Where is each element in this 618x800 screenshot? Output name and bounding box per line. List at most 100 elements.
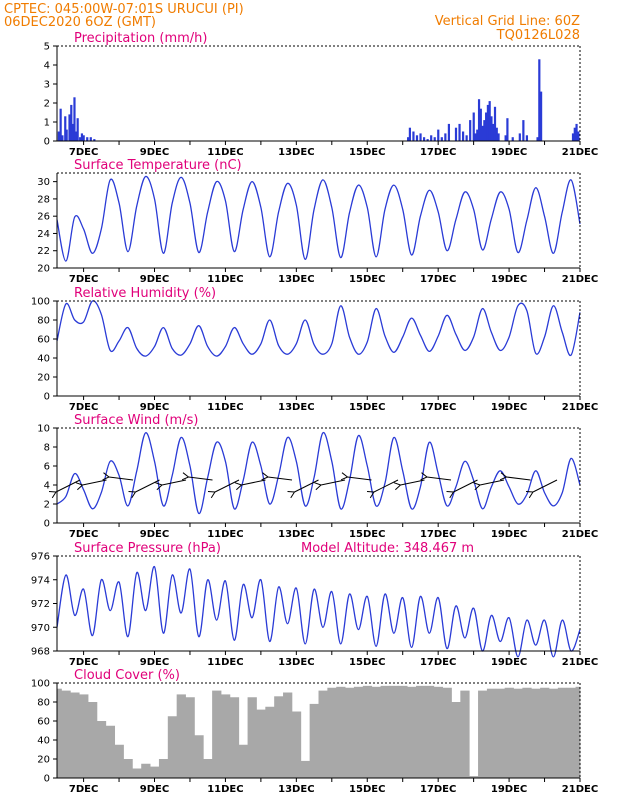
precipitation-panel: 0 1 2 3 4 5 7DEC 9DEC 11DEC 13DEC 15DEC 17DEC 19DEC 2… (44, 31, 599, 158)
wind-arrow (135, 479, 160, 493)
precip-bar (575, 123, 578, 141)
cloud-bar (158, 759, 169, 778)
wind-arrow (426, 476, 452, 481)
precip-bar (539, 91, 543, 141)
precip-bar (476, 129, 479, 141)
y-tick-label: 28 (37, 194, 50, 205)
x-tick-label: 9DEC (140, 274, 169, 285)
cloud-bar (150, 766, 160, 778)
cloud-bar (132, 768, 142, 778)
cloud-bar (540, 687, 550, 778)
cloud-bar (229, 697, 240, 778)
precip-bar (504, 135, 507, 141)
wind-arrow (373, 479, 399, 493)
cloud-bar (424, 685, 435, 778)
cloud-bar (389, 685, 399, 778)
x-tick-label: 19DEC (491, 529, 527, 540)
wind-arrow (161, 479, 187, 486)
cloud-bar (495, 688, 506, 778)
surface-wind-panel: 0 2 4 6 8 10 7DEC 9DEC 11DEC 13DEC 15DEC 17DEC 19DEC… (37, 413, 598, 540)
precip-bar (492, 123, 495, 141)
y-tick-label: 40 (37, 736, 50, 747)
wind-arrow (82, 479, 107, 486)
header-station: CPTEC: 045:00W-07:01S URUCUI (PI) (4, 2, 244, 17)
precip-bar (80, 133, 84, 141)
wind-arrow (347, 476, 372, 481)
wind-arrow-head (181, 472, 189, 481)
x-tick-label: 15DEC (349, 529, 385, 540)
precip-bar (407, 137, 410, 141)
precip-bar (440, 137, 443, 141)
x-tick-label: 21DEC (562, 784, 598, 795)
x-tick-label: 17DEC (420, 529, 456, 540)
precip-bar (408, 127, 412, 141)
surface-temperature-line (56, 175, 581, 262)
y-tick-label: 40 (37, 354, 50, 365)
x-tick-label: 21DEC (562, 147, 598, 158)
y-tick-label: 20 (37, 264, 50, 275)
cloud-bar (105, 725, 116, 778)
cloud-bar (176, 694, 186, 778)
precip-bar (461, 131, 465, 141)
y-tick-label: 5 (44, 42, 50, 53)
precip-bar (412, 131, 415, 141)
cloud-bar (141, 763, 151, 778)
wind-arrow (188, 476, 213, 481)
wind-arrow-head (75, 482, 83, 491)
x-tick-label: 13DEC (278, 529, 314, 540)
wind-arrow-head (314, 482, 322, 491)
precip-bar (485, 112, 488, 141)
x-tick-label: 13DEC (278, 657, 314, 668)
x-tick-label: 15DEC (349, 402, 385, 413)
x-tick-label: 9DEC (140, 402, 169, 413)
cloud-bar (575, 686, 581, 778)
x-tick-label: 11DEC (207, 402, 243, 413)
precip-bar (76, 118, 79, 141)
precip-bar (525, 135, 529, 141)
x-tick-label: 17DEC (420, 402, 456, 413)
cloud-bar (478, 690, 488, 778)
y-tick-label: 80 (37, 316, 50, 327)
y-tick-label: 0 (44, 137, 50, 148)
surface-wind-title: Surface Wind (m/s) (74, 413, 198, 428)
y-tick-label: 1 (44, 118, 50, 129)
wind-arrow-head (48, 490, 57, 499)
model-altitude-label: Model Altitude: 348.467 m (301, 541, 474, 556)
precip-bar (430, 135, 433, 141)
cloud-bar (247, 697, 257, 778)
precip-bar (538, 59, 541, 141)
cloud-bar (309, 703, 319, 778)
cloud-bar (380, 685, 390, 778)
x-tick-label: 19DEC (491, 402, 527, 413)
precip-bar (573, 127, 576, 141)
x-tick-label: 17DEC (420, 274, 456, 285)
x-tick-label: 7DEC (69, 147, 98, 158)
cloud-bar (185, 697, 195, 778)
wind-arrow-head (261, 472, 269, 481)
y-tick-label: 4 (44, 481, 50, 492)
cloud-bar (88, 702, 98, 778)
precip-bar (511, 137, 514, 141)
cloud-bar (486, 688, 497, 778)
cloud-bar (318, 690, 328, 778)
surface-pressure-line (56, 566, 581, 658)
precip-bar (522, 120, 525, 141)
precip-bar (79, 137, 82, 141)
x-tick-label: 7DEC (69, 402, 98, 413)
cloud-bar (469, 776, 479, 778)
x-tick-label: 19DEC (491, 657, 527, 668)
y-tick-label: 0 (44, 519, 50, 530)
surface-temperature-panel: 20 22 24 26 28 30 7DEC 9DEC 11DEC 13DEC 15DEC 17DEC… (37, 158, 598, 285)
y-tick-label: 2 (44, 99, 50, 110)
y-tick-label: 974 (31, 575, 50, 586)
cloud-bar (327, 687, 337, 778)
precip-bar (518, 133, 521, 141)
x-tick-label: 7DEC (69, 657, 98, 668)
x-tick-label: 9DEC (140, 657, 169, 668)
surface-pressure-panel: 968 970 972 974 976 7DEC 9DEC 11DEC 13DEC 15DEC 17… (31, 541, 598, 668)
surface-wind-line (56, 432, 581, 515)
x-tick-label: 21DEC (562, 402, 598, 413)
wind-arrow (532, 479, 558, 493)
x-tick-label: 9DEC (140, 529, 169, 540)
cloud-bar (353, 686, 364, 778)
